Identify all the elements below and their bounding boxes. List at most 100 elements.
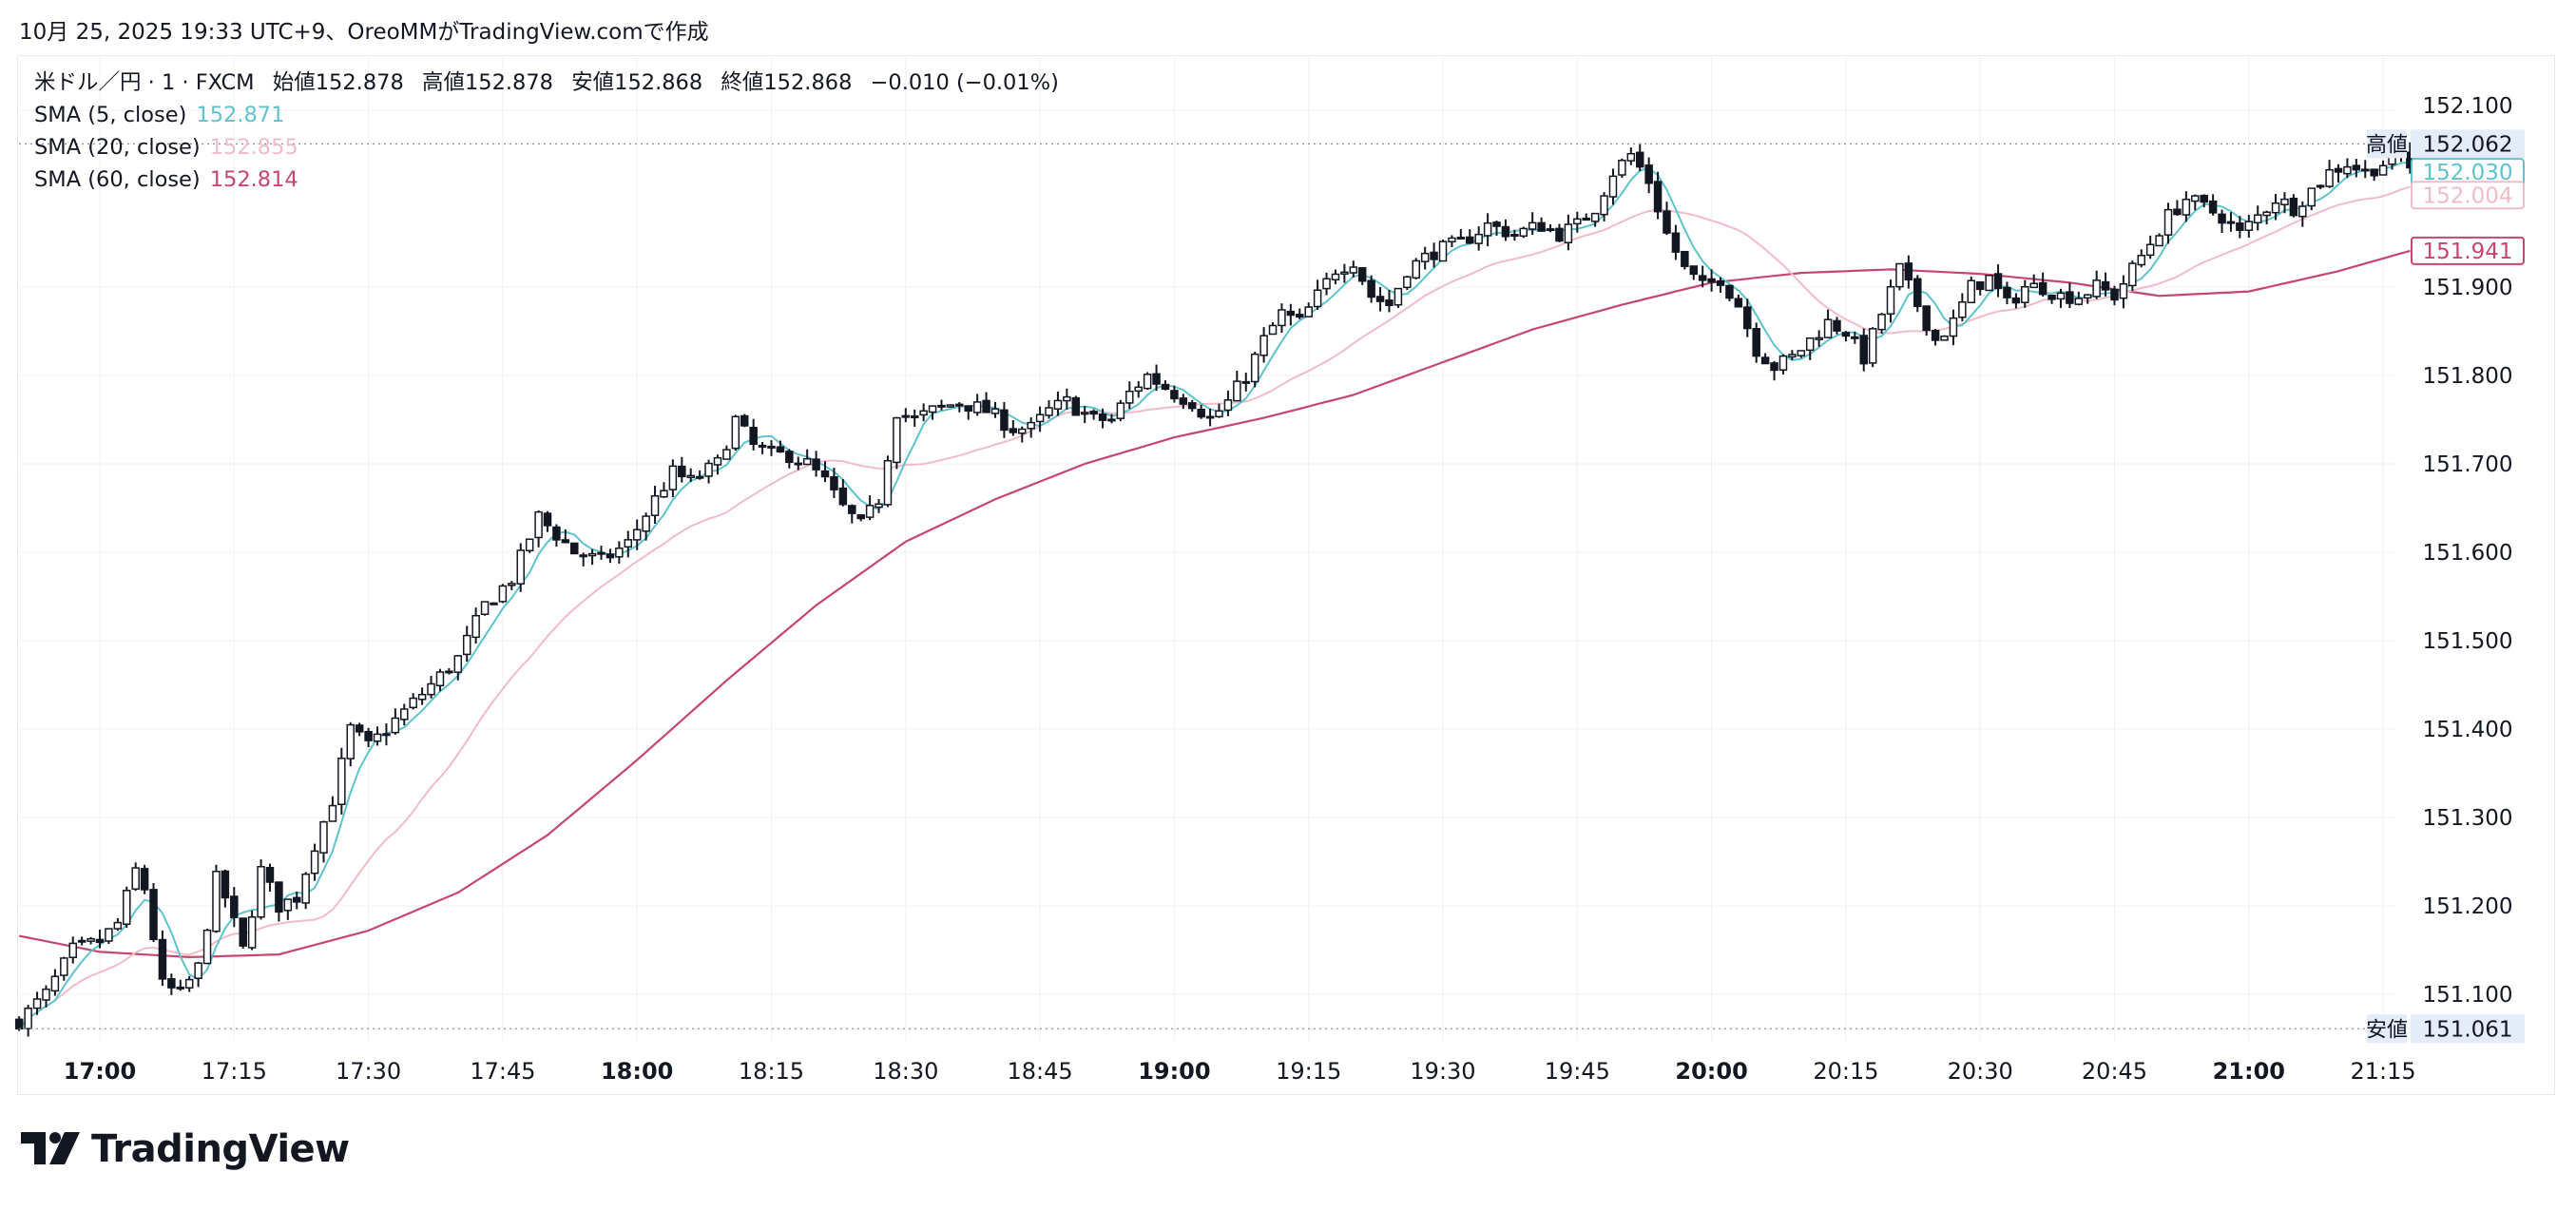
tradingview-logo[interactable]: TradingView — [21, 1127, 350, 1171]
candle-body — [1681, 250, 1689, 267]
candle-body — [856, 514, 865, 520]
candle-body — [1993, 273, 2003, 290]
candle — [158, 930, 167, 986]
candle — [686, 468, 695, 483]
candle-body — [2370, 168, 2378, 177]
candle-body — [1385, 299, 1394, 306]
sma20-path — [18, 185, 2411, 1029]
candle-body — [2271, 202, 2280, 214]
candle — [212, 864, 221, 933]
candle — [167, 973, 176, 995]
candle-body — [767, 445, 776, 449]
legend-sma20-row[interactable]: SMA (20, close) 152.855 — [34, 131, 1070, 163]
candle-body — [1430, 251, 1438, 260]
candle — [1161, 380, 1170, 391]
price-axis: 152.100 151.900 151.800 151.700 151.600 151.5… — [2411, 94, 2525, 1008]
candle-body — [24, 1008, 32, 1029]
candle-body — [2038, 281, 2047, 296]
candle — [328, 796, 337, 822]
candle — [972, 394, 982, 416]
candle-body — [534, 510, 543, 539]
candle-body — [14, 1018, 24, 1030]
candle — [1080, 406, 1089, 424]
candle — [1000, 401, 1009, 438]
candle — [2352, 159, 2361, 178]
candle-body — [642, 515, 650, 532]
candle-body — [2361, 168, 2370, 172]
candle-body — [2110, 288, 2119, 301]
candle-body — [776, 446, 785, 453]
candle-body — [1778, 355, 1788, 371]
candle — [1841, 331, 1851, 342]
candle — [1797, 350, 1806, 358]
candle-body — [2163, 208, 2173, 236]
candle — [1734, 294, 1743, 308]
candle-body — [230, 895, 239, 918]
candle — [587, 548, 597, 566]
candle-body — [1304, 306, 1313, 317]
candle — [346, 721, 356, 767]
candle — [901, 408, 911, 423]
candle — [2378, 160, 2388, 176]
candle-body — [400, 708, 409, 721]
candle — [893, 416, 901, 470]
candle — [1537, 217, 1546, 232]
candle-body — [1009, 428, 1018, 433]
candle-body — [1663, 210, 1671, 234]
candle-body — [1805, 336, 1815, 352]
candle-body — [1653, 181, 1663, 213]
candle-body — [1027, 421, 1035, 430]
candle — [445, 667, 453, 675]
candle — [1268, 322, 1278, 336]
candle — [1743, 298, 1752, 337]
candle-body — [373, 733, 382, 742]
candle-body — [910, 415, 919, 419]
candle-body — [87, 937, 95, 942]
candle-body — [820, 470, 830, 478]
candle — [1045, 400, 1053, 419]
candle — [1681, 250, 1689, 270]
candle-body — [615, 548, 624, 558]
candle — [508, 581, 516, 590]
candle — [2289, 194, 2298, 218]
high-value: 152.062 — [2422, 132, 2512, 157]
candle-body — [2343, 165, 2352, 175]
candle — [597, 546, 606, 560]
candle — [2182, 191, 2191, 222]
candle — [606, 548, 615, 564]
candle-body — [194, 962, 202, 979]
candle-body — [883, 459, 893, 506]
candle — [221, 869, 230, 908]
candle — [1250, 351, 1259, 388]
candle — [1152, 364, 1161, 392]
candle — [722, 445, 731, 460]
candle — [838, 479, 848, 507]
legend-sma5-row[interactable]: SMA (5, close) 152.871 — [34, 99, 1070, 131]
candle — [1420, 246, 1430, 270]
candle-body — [937, 404, 946, 408]
candle — [1385, 289, 1394, 313]
candle-body — [453, 655, 463, 673]
candle — [2307, 187, 2316, 211]
candle-body — [1734, 298, 1743, 308]
candle-body — [1357, 267, 1367, 282]
candle — [239, 917, 247, 949]
price-tick-label: 151.100 — [2422, 983, 2512, 1008]
candle — [2101, 272, 2110, 297]
candle-body — [2119, 282, 2128, 299]
legend-sma60-row[interactable]: SMA (60, close) 152.814 — [34, 163, 1070, 196]
candle — [875, 499, 883, 513]
candle — [785, 449, 794, 469]
sma60-path — [18, 249, 2411, 959]
high-label: 高値 — [2366, 133, 2408, 157]
candle-body — [2128, 262, 2137, 287]
candle-body — [1296, 314, 1304, 318]
candle-body — [1313, 289, 1322, 308]
chart-frame[interactable] — [17, 55, 2555, 1095]
candle — [149, 883, 158, 942]
candle-body — [1528, 221, 1537, 230]
candle — [1993, 264, 2003, 298]
legend-symbol[interactable]: 米ドル／円 · 1 · FXCM — [34, 70, 255, 95]
candle-body — [731, 415, 740, 450]
